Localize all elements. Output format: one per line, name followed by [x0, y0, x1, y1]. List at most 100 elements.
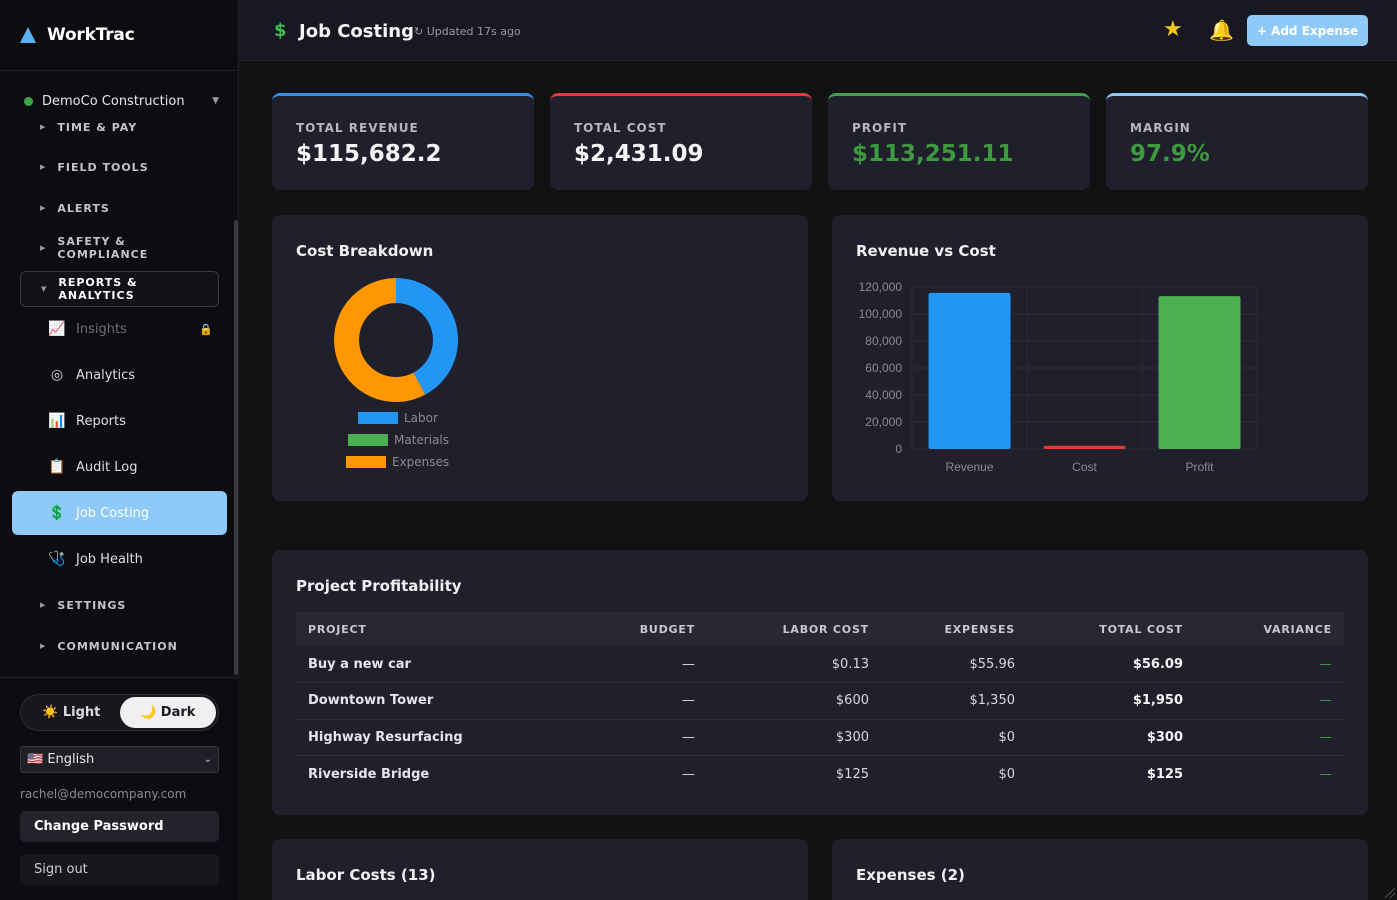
table-cell: $0 — [998, 766, 1015, 782]
brand[interactable]: WorkTrac — [0, 0, 238, 71]
nav-section-field-tools[interactable]: ▶ FIELD TOOLS — [20, 149, 219, 185]
y-tick-label: 100,000 — [859, 307, 903, 321]
theme-toggle[interactable]: ☀️ Light 🌙 Dark — [20, 694, 219, 731]
table-row[interactable]: Downtown Tower — $600 $1,350 $1,950— — [296, 682, 1344, 720]
language-value: 🇺🇸 English — [27, 752, 95, 767]
table-header-row: PROJECT BUDGET LABOR COST EXPENSES TOTAL… — [296, 612, 1344, 646]
caret-right-icon: ▶ — [40, 601, 47, 609]
legend-item-labor[interactable]: Labor — [358, 411, 438, 425]
table-cell: $600 — [707, 682, 881, 720]
column-header[interactable]: BUDGET — [556, 612, 707, 646]
nav-section-time-pay[interactable]: ▶ TIME & PAY — [20, 109, 219, 145]
column-header[interactable]: TOTAL COST — [1027, 612, 1195, 646]
table-row[interactable]: Buy a new car — $0.13 $55.96 $56.09— — [296, 646, 1344, 683]
theme-dark-option[interactable]: 🌙 Dark — [119, 697, 216, 728]
caret-right-icon: ▶ — [40, 204, 47, 212]
nav-section-settings[interactable]: ▶ SETTINGS — [20, 587, 219, 623]
y-tick-label: 40,000 — [865, 388, 902, 402]
bar-revenue[interactable] — [928, 292, 1011, 449]
bar-cost[interactable] — [1043, 445, 1126, 449]
panel-title: Project Profitability — [296, 577, 462, 595]
nav-section-safety-compliance[interactable]: ▶ SAFETY & COMPLIANCE — [20, 230, 219, 266]
legend-swatch — [348, 434, 388, 446]
nav-section-reports-analytics[interactable]: ▼ REPORTS & ANALYTICS — [20, 271, 219, 307]
theme-light-option[interactable]: ☀️ Light — [42, 705, 101, 720]
sidebar-item-label: Analytics — [76, 367, 136, 383]
add-expense-button[interactable]: + Add Expense — [1247, 15, 1368, 46]
sidebar-item-audit-log[interactable]: 📋 Audit Log — [12, 445, 227, 489]
org-name: DemoCo Construction — [42, 93, 185, 109]
table-cell: — — [1319, 766, 1332, 782]
language-select[interactable]: 🇺🇸 English ⌄ — [20, 746, 219, 773]
updated-timestamp: ↻ Updated 17s ago — [414, 25, 521, 38]
change-password-button[interactable]: Change Password — [20, 811, 219, 842]
column-header[interactable]: EXPENSES — [881, 612, 1027, 646]
column-header[interactable]: PROJECT — [296, 612, 556, 646]
stat-label: PROFIT — [852, 121, 908, 135]
cost-breakdown-panel: Cost Breakdown Labor Materials Expenses — [272, 215, 808, 501]
table-cell: $1,350 — [881, 682, 1027, 720]
sidebar-item-label: Reports — [76, 413, 126, 429]
stat-value: $2,431.09 — [574, 141, 704, 167]
table-row[interactable]: Highway Resurfacing — $300 $0 $300— — [296, 719, 1344, 756]
sign-out-button[interactable]: Sign out — [20, 854, 219, 885]
caret-down-icon: ▼ — [41, 285, 48, 293]
bar-chart-icon: 📊 — [48, 413, 66, 429]
expenses-panel: Expenses (2) — [832, 839, 1368, 900]
org-selector[interactable]: DemoCo Construction ▼ — [24, 92, 219, 110]
table-cell: $0.13 — [707, 646, 881, 683]
table-cell: $1,950 — [1027, 682, 1195, 720]
column-header[interactable]: VARIANCE — [1195, 612, 1344, 646]
panel-title: Revenue vs Cost — [856, 242, 996, 260]
caret-down-icon: ▼ — [212, 96, 219, 106]
revenue-vs-cost-panel: Revenue vs Cost 0 20,000 40,000 60,000 80,00… — [832, 215, 1368, 501]
table-cell: Riverside Bridge — [308, 766, 430, 782]
legend-item-materials[interactable]: Materials — [348, 433, 449, 447]
table-cell: $125 — [1146, 766, 1183, 782]
table-cell: $0 — [881, 719, 1027, 756]
donut-slice-expenses[interactable] — [333, 278, 426, 402]
table-row[interactable]: Riverside Bridge — $125 $0 $125 — — [296, 756, 1344, 793]
nav-section-label: SETTINGS — [57, 598, 127, 612]
sidebar-item-job-health[interactable]: 🩺 Job Health — [12, 537, 227, 581]
sidebar-item-insights[interactable]: 📈 Insights 🔒 — [12, 307, 227, 351]
star-icon[interactable]: ★ — [1163, 17, 1183, 42]
sidebar-scrollbar[interactable] — [234, 220, 238, 675]
legend-swatch — [358, 412, 398, 424]
top-header: $ Job Costing ↻ Updated 17s ago ★ 🔔 + Ad… — [239, 0, 1397, 61]
worktrac-logo-icon — [20, 27, 36, 43]
nav-section-alerts[interactable]: ▶ ALERTS — [20, 190, 219, 226]
table-cell: $56.09 — [1027, 646, 1195, 683]
nav-section-communication[interactable]: ▶ COMMUNICATION — [20, 628, 219, 664]
revenue-vs-cost-bar-chart[interactable]: 0 20,000 40,000 60,000 80,000 100,000 120,000 R… — [832, 275, 1368, 501]
panel-title: Cost Breakdown — [296, 242, 434, 260]
sidebar-item-analytics[interactable]: ◎ Analytics — [12, 353, 227, 397]
sidebar-item-label: Job Costing — [76, 505, 150, 521]
table-cell: — — [556, 646, 707, 683]
nav-section-label: FIELD TOOLS — [57, 160, 149, 174]
y-tick-label: 60,000 — [865, 361, 902, 375]
legend-label: Expenses — [392, 455, 450, 469]
dollar-icon: 💲 — [48, 505, 66, 521]
y-tick-label: 80,000 — [865, 334, 902, 348]
y-tick-label: 0 — [895, 442, 902, 456]
cost-breakdown-donut[interactable] — [332, 276, 460, 404]
column-header[interactable]: LABOR COST — [707, 612, 881, 646]
sidebar-item-reports[interactable]: 📊 Reports — [12, 399, 227, 443]
stat-label: MARGIN — [1130, 121, 1191, 135]
nav-section-label: COMMUNICATION — [57, 639, 178, 653]
table-cell: $55.96 — [881, 646, 1027, 683]
resize-grip-icon[interactable] — [1385, 888, 1395, 898]
bell-icon[interactable]: 🔔 — [1209, 18, 1234, 42]
bar-profit[interactable] — [1158, 296, 1241, 449]
table-cell: — — [556, 719, 707, 756]
table-cell: — — [1195, 719, 1344, 756]
dollar-icon: $ — [274, 20, 287, 41]
legend-item-expenses[interactable]: Expenses — [346, 455, 449, 469]
y-tick-label: 20,000 — [865, 415, 902, 429]
donut-slice-labor[interactable] — [396, 278, 458, 395]
legend-label: Materials — [394, 433, 450, 447]
sidebar-item-job-costing[interactable]: 💲 Job Costing — [12, 491, 227, 535]
target-icon: ◎ — [50, 367, 64, 383]
nav-section-label: SAFETY & COMPLIANCE — [57, 235, 149, 261]
